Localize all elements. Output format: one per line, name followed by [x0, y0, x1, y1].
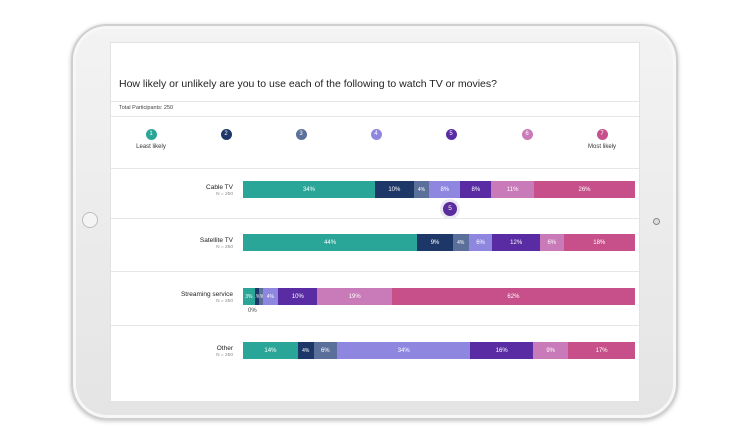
row-n-label: N = 250	[216, 299, 233, 304]
question-title: How likely or unlikely are you to use ea…	[119, 78, 497, 90]
hover-tooltip-badge: 5	[443, 202, 457, 216]
home-button[interactable]	[82, 212, 98, 228]
bar-segment[interactable]: 8%	[429, 181, 461, 198]
bar-segment[interactable]: 3%	[243, 288, 255, 305]
participants-count: Total Participants: 250	[119, 105, 174, 111]
scale-label: Most likely	[587, 144, 616, 150]
scale-item-4: 4	[346, 129, 406, 140]
bar-segment[interactable]: 6%	[313, 342, 338, 359]
row-n-label: N = 250	[216, 353, 233, 358]
row-label: Cable TV	[206, 184, 233, 191]
bar-segment[interactable]: 1%	[254, 288, 259, 305]
row-label: Other	[216, 345, 233, 352]
scale-circle-6: 6	[521, 129, 533, 140]
bar-segment[interactable]: 8%	[460, 181, 492, 198]
scale-item-7: 7 Most likely	[572, 129, 632, 150]
bar-segment[interactable]: 10%	[278, 288, 318, 305]
bar-segment[interactable]: 12%	[492, 234, 540, 251]
bar-segment[interactable]: 34%	[337, 342, 471, 359]
bar-segment[interactable]: 44%	[243, 234, 418, 251]
bar-segment[interactable]: 34%	[243, 181, 375, 198]
bar-segment[interactable]: 4%	[413, 181, 430, 198]
scale-circle-5: 5	[445, 129, 457, 140]
bar-segment[interactable]: 62%	[391, 288, 635, 305]
row-label: Satellite TV	[199, 237, 233, 244]
divider	[111, 101, 639, 102]
bar-segment[interactable]: 6%	[539, 234, 564, 251]
bar-segment[interactable]: 16%	[470, 342, 534, 359]
bar-segment[interactable]: 4%	[262, 288, 279, 305]
divider	[111, 218, 639, 219]
scale-item-6: 6	[497, 129, 557, 140]
divider	[111, 168, 639, 169]
divider	[111, 325, 639, 326]
scale-item-1: 1 Least likely	[121, 129, 181, 150]
row-n-label: N = 250	[216, 245, 233, 250]
bar-segment[interactable]: 9%	[417, 234, 453, 251]
bar-segment[interactable]: 9%	[533, 342, 569, 359]
camera-icon	[653, 218, 660, 225]
bar-segment[interactable]: 6%	[468, 234, 493, 251]
stacked-bar: 34% 10% 4% 8% 8% 11% 26%	[243, 181, 635, 198]
stacked-bar: 44% 9% 4% 6% 12% 6% 18%	[243, 234, 635, 251]
bar-segment[interactable]: 1%	[258, 288, 263, 305]
bar-segment[interactable]: 26%	[534, 181, 635, 198]
scale-circle-7: 7	[596, 129, 608, 140]
scale-item-5: 5	[421, 129, 481, 140]
data-note: 0%	[248, 308, 257, 314]
scale-circle-4: 4	[370, 129, 382, 140]
stacked-bar: 14% 4% 6% 34% 16% 9% 17%	[243, 342, 635, 359]
scale-circle-2: 2	[220, 129, 232, 140]
scale-item-3: 3	[271, 129, 331, 140]
bar-segment[interactable]: 10%	[374, 181, 414, 198]
bar-segment[interactable]: 17%	[568, 342, 635, 359]
bar-segment[interactable]: 18%	[563, 234, 635, 251]
scale-circle-3: 3	[295, 129, 307, 140]
divider	[111, 116, 639, 117]
row-n-label: N = 250	[216, 192, 233, 197]
scale-circle-1: 1	[145, 129, 157, 140]
stacked-bar: 3%1%1%4%10%19%62%	[243, 288, 635, 305]
row-label: Streaming service	[180, 291, 233, 298]
bar-segment[interactable]: 14%	[243, 342, 298, 359]
scale-item-2: 2	[196, 129, 256, 140]
survey-screen: How likely or unlikely are you to use ea…	[110, 42, 640, 402]
bar-segment[interactable]: 4%	[452, 234, 469, 251]
bar-segment[interactable]: 4%	[297, 342, 314, 359]
divider	[111, 271, 639, 272]
bar-segment[interactable]: 11%	[491, 181, 535, 198]
scale-label: Least likely	[136, 144, 166, 150]
bar-segment[interactable]: 19%	[317, 288, 392, 305]
